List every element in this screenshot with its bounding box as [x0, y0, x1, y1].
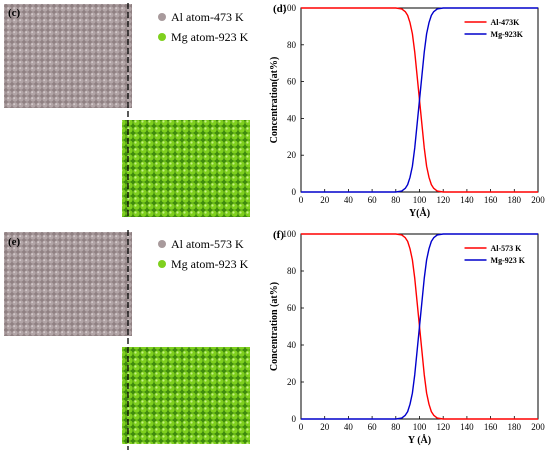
x-tick-label-d-3: 60 — [368, 195, 378, 205]
x-tick-label-f-2: 40 — [344, 422, 354, 432]
series-line-d-1 — [301, 7, 538, 193]
x-tick-label-d-4: 80 — [391, 195, 401, 205]
y-axis-label-d: Concentration(at%) — [269, 57, 280, 144]
x-tick-label-f-5: 100 — [413, 422, 427, 432]
legend-label-f-1: Mg-923 K — [491, 256, 526, 265]
panel-label-e: (e) — [8, 236, 21, 248]
x-tick-label-f-3: 60 — [368, 422, 378, 432]
mg-legend-marker-e — [158, 260, 166, 268]
x-tick-label-d-5: 100 — [413, 195, 427, 205]
mg-slab-e — [122, 347, 250, 444]
y-tick-label-d-1: 20 — [287, 150, 297, 160]
y-tick-label-d-5: 100 — [283, 3, 297, 13]
panel-label-d: (d) — [273, 3, 287, 15]
x-tick-label-d-9: 180 — [508, 195, 522, 205]
x-tick-label-d-7: 140 — [460, 195, 474, 205]
x-tick-label-d-0: 0 — [299, 195, 304, 205]
x-tick-label-f-8: 160 — [484, 422, 498, 432]
x-axis-label-d: Y(Å) — [409, 207, 430, 219]
x-tick-label-f-4: 80 — [391, 422, 401, 432]
snapshot-panel-e: (e) Al atom-573 K Mg atom-923 K — [4, 230, 250, 450]
concentration-chart-d: 0 20 40 60 80 100 120 140 160 180 200 0 20 40 60 80 100 Y… — [269, 3, 545, 219]
y-tick-label-d-4: 80 — [287, 40, 297, 50]
x-tick-label-d-1: 20 — [320, 195, 330, 205]
y-tick-label-f-2: 40 — [287, 340, 297, 350]
mg-legend-marker-c — [158, 33, 166, 41]
x-tick-label-d-2: 40 — [344, 195, 354, 205]
x-tick-label-f-1: 20 — [320, 422, 330, 432]
y-tick-label-f-4: 80 — [287, 266, 297, 276]
al-legend-text-e: Al atom-573 K — [171, 237, 244, 251]
legend-label-d-0: Al-473K — [491, 18, 521, 27]
x-tick-label-f-7: 140 — [460, 422, 474, 432]
x-tick-label-f-0: 0 — [299, 422, 304, 432]
al-slab-c — [4, 4, 132, 108]
mg-legend-text-c: Mg atom-923 K — [171, 30, 249, 44]
x-tick-label-d-10: 200 — [531, 195, 545, 205]
al-slab-e — [4, 232, 132, 336]
legend-label-f-0: Al-573 K — [491, 244, 523, 253]
panel-label-f: (f) — [273, 229, 284, 241]
legend-label-d-1: Mg-923K — [491, 30, 524, 39]
al-legend-marker-e — [158, 240, 166, 248]
x-tick-label-d-8: 160 — [484, 195, 498, 205]
x-tick-label-f-10: 200 — [531, 422, 545, 432]
al-legend-text-c: Al atom-473 K — [171, 10, 244, 24]
concentration-chart-f: 0 20 40 60 80 100 120 140 160 180 200 0 20 40 60 80 100 Y… — [269, 229, 545, 446]
panel-label-c: (c) — [8, 7, 21, 19]
y-tick-label-f-5: 100 — [283, 229, 297, 239]
y-tick-label-d-2: 40 — [287, 113, 297, 123]
x-tick-label-d-6: 120 — [436, 195, 450, 205]
y-tick-label-f-3: 60 — [287, 303, 297, 313]
y-tick-label-d-3: 60 — [287, 77, 297, 87]
series-line-f-1 — [301, 233, 538, 420]
al-legend-marker-c — [158, 13, 166, 21]
mg-legend-text-e: Mg atom-923 K — [171, 257, 249, 271]
y-tick-label-f-1: 20 — [287, 377, 297, 387]
y-tick-label-f-0: 0 — [292, 414, 297, 424]
snapshot-panel-c: (c) Al atom-473 K Mg atom-923 K — [4, 3, 250, 218]
y-axis-label-f: Concentration (at%) — [269, 282, 280, 371]
x-tick-label-f-9: 180 — [508, 422, 522, 432]
x-axis-label-f: Y (Å) — [408, 434, 431, 446]
x-tick-label-f-6: 120 — [436, 422, 450, 432]
mg-slab-c — [122, 120, 250, 217]
y-tick-label-d-0: 0 — [292, 187, 297, 197]
